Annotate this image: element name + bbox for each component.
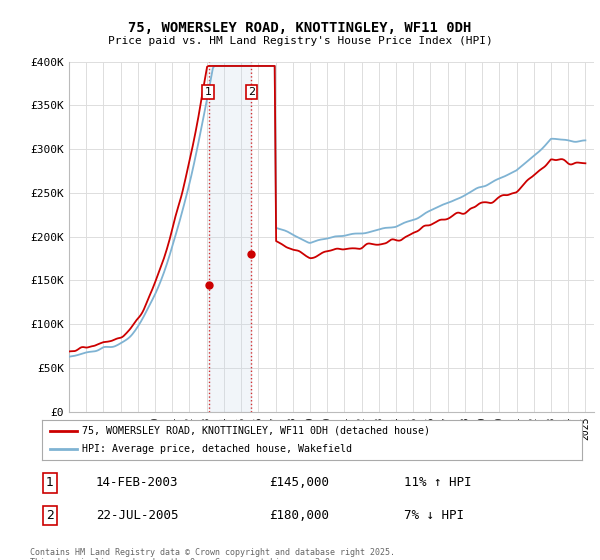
Bar xyxy=(209,62,251,412)
Text: 22-JUL-2005: 22-JUL-2005 xyxy=(96,508,179,522)
Text: £180,000: £180,000 xyxy=(269,508,329,522)
Text: Contains HM Land Registry data © Crown copyright and database right 2025.
This d: Contains HM Land Registry data © Crown c… xyxy=(30,548,395,560)
Text: 75, WOMERSLEY ROAD, KNOTTINGLEY, WF11 0DH (detached house): 75, WOMERSLEY ROAD, KNOTTINGLEY, WF11 0D… xyxy=(83,426,431,436)
Text: 2: 2 xyxy=(46,508,54,522)
Text: 2: 2 xyxy=(248,87,255,97)
Text: 11% ↑ HPI: 11% ↑ HPI xyxy=(404,477,472,489)
Text: £145,000: £145,000 xyxy=(269,477,329,489)
Text: 1: 1 xyxy=(205,87,211,97)
Text: 1: 1 xyxy=(46,477,54,489)
Text: 7% ↓ HPI: 7% ↓ HPI xyxy=(404,508,464,522)
Text: HPI: Average price, detached house, Wakefield: HPI: Average price, detached house, Wake… xyxy=(83,445,353,454)
Text: Price paid vs. HM Land Registry's House Price Index (HPI): Price paid vs. HM Land Registry's House … xyxy=(107,36,493,46)
Text: 14-FEB-2003: 14-FEB-2003 xyxy=(96,477,179,489)
Text: 75, WOMERSLEY ROAD, KNOTTINGLEY, WF11 0DH: 75, WOMERSLEY ROAD, KNOTTINGLEY, WF11 0D… xyxy=(128,21,472,35)
